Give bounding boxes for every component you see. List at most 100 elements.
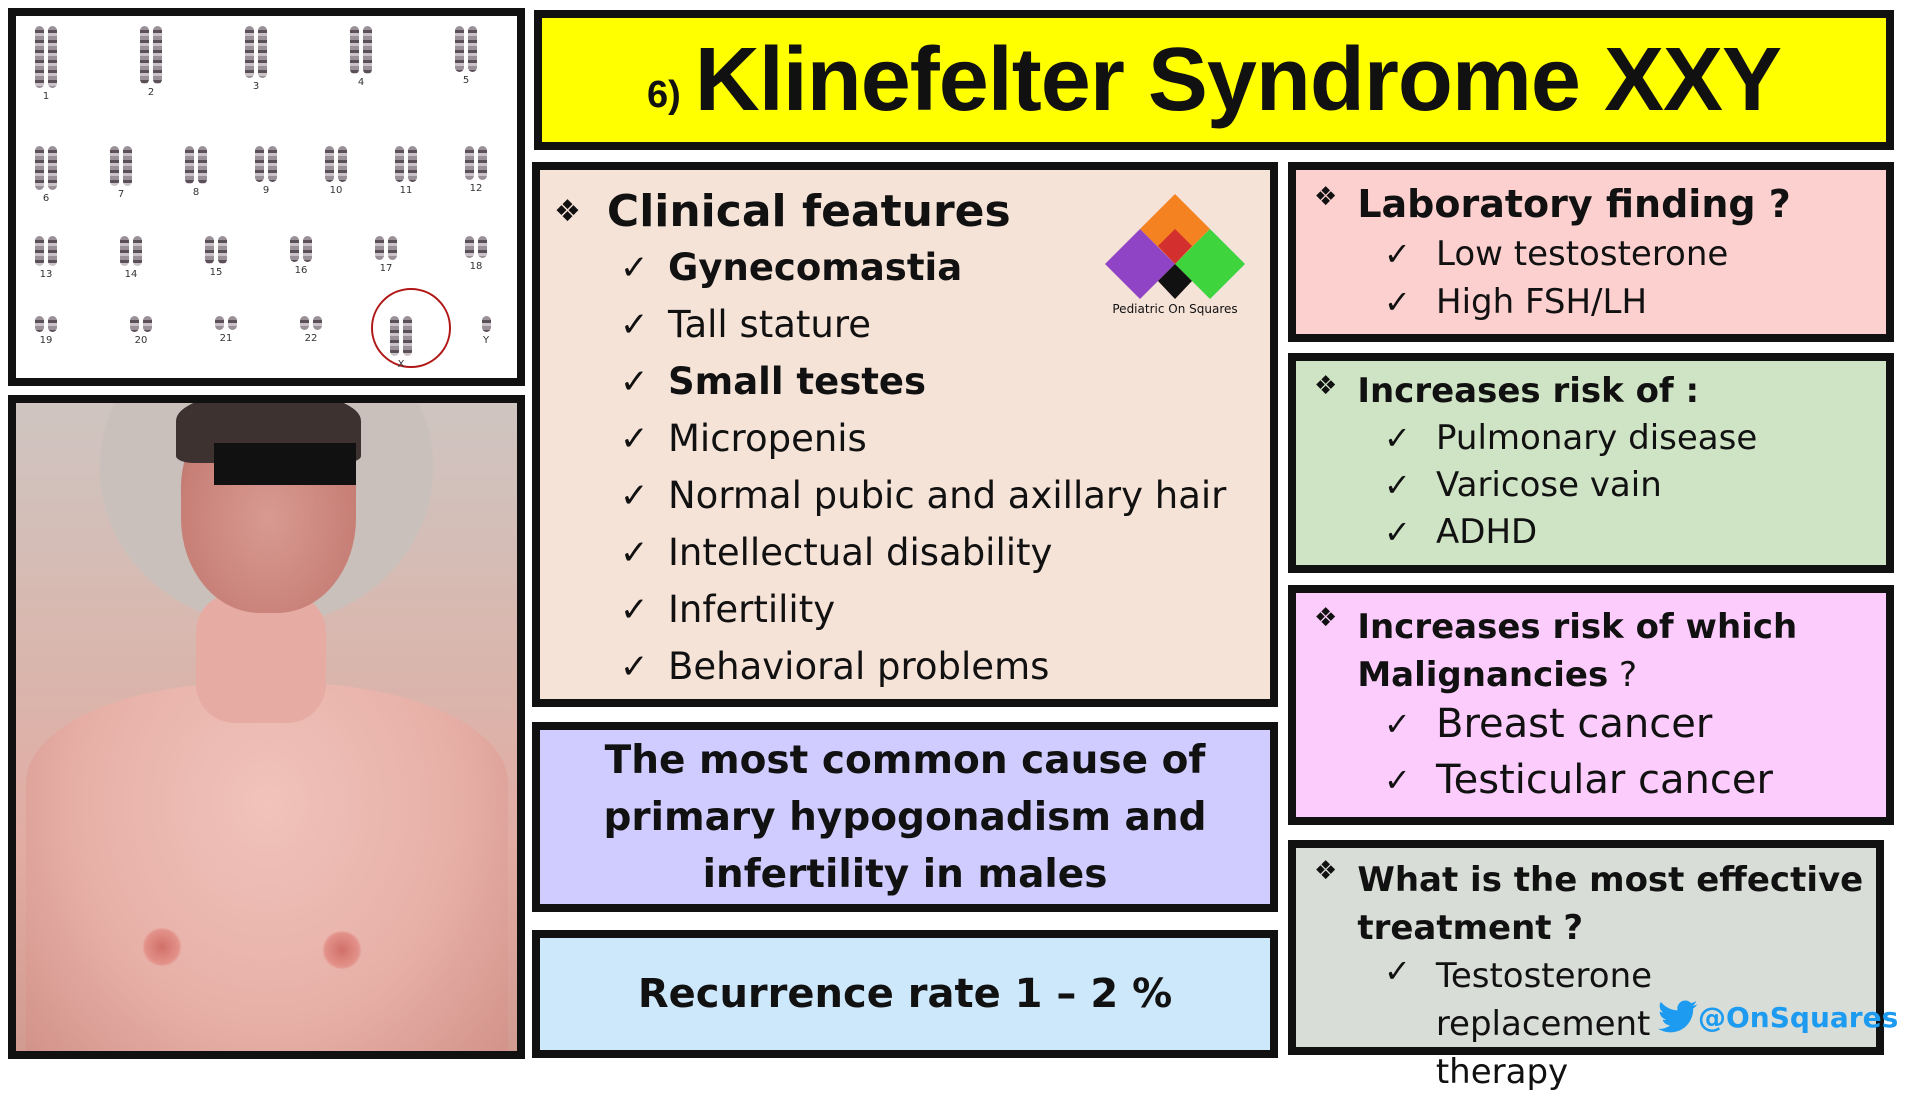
logo-squares-icon — [1105, 194, 1245, 299]
chromosome-label: 9 — [262, 185, 270, 196]
chromosome-11: 11 — [386, 146, 426, 196]
checkmark-icon: ✓ — [620, 589, 649, 630]
chromosome-label: 11 — [399, 185, 413, 196]
chromosome-1: 1 — [26, 26, 66, 102]
karyotype-image: 1 2 3 4 5 6 7 8 9 10 11 12 13 14 15 16 17 18 19 20 21 22 X Y — [8, 8, 525, 386]
chromosome-9: 9 — [246, 146, 286, 196]
list-item: ✓ High FSH/LH — [1384, 282, 1648, 322]
chromosome-label: 10 — [329, 185, 343, 196]
chromosome-label: 22 — [304, 333, 318, 344]
list-item: ✓ Testicular cancer — [1384, 757, 1773, 803]
chromosome-label: 7 — [117, 189, 125, 200]
chromosome-x: X — [381, 316, 421, 370]
malignancy-heading: ❖ Increases risk of which Malignancies ? — [1314, 603, 1798, 695]
chromosome-label: 18 — [469, 261, 483, 272]
diamond-bullet-icon: ❖ — [1314, 371, 1338, 401]
patient-photo — [8, 395, 525, 1059]
chromosome-21: 21 — [206, 316, 246, 344]
increased-risk-box: ❖ Increases risk of : ✓ Pulmonary disease… — [1288, 353, 1894, 573]
chromosome-label: 21 — [219, 333, 233, 344]
checkmark-icon: ✓ — [620, 247, 649, 288]
chromosome-14: 14 — [111, 236, 151, 280]
diamond-bullet-icon: ❖ — [1314, 182, 1338, 212]
checkmark-icon: ✓ — [1384, 952, 1411, 990]
x-chromosome-circle — [371, 288, 451, 368]
checkmark-icon: ✓ — [620, 646, 649, 687]
laboratory-box: ❖ Laboratory finding ? ✓ Low testosterone… — [1288, 162, 1894, 342]
chromosome-8: 8 — [176, 146, 216, 198]
chromosome-label: 19 — [39, 335, 53, 346]
checkmark-icon: ✓ — [1384, 705, 1411, 743]
list-item: ✓ Normal pubic and axillary hair — [620, 474, 1227, 517]
chromosome-5: 5 — [446, 26, 486, 86]
chromosome-17: 17 — [366, 236, 406, 274]
list-item: ✓ Small testes — [620, 360, 927, 403]
cause-text: The most common cause of primary hypogon… — [603, 737, 1207, 897]
chromosome-label: 20 — [134, 335, 148, 346]
logo-text: Pediatric On Squares — [1112, 302, 1238, 316]
chromosome-18: 18 — [456, 236, 496, 272]
slide-title: 6) Klinefelter Syndrome XXY — [534, 10, 1894, 150]
diamond-bullet-icon: ❖ — [1314, 603, 1338, 633]
chromosome-2: 2 — [131, 26, 171, 98]
chromosome-label: 8 — [192, 187, 200, 198]
diamond-bullet-icon: ❖ — [1314, 856, 1338, 886]
twitter-handle[interactable]: @OnSquares — [1658, 1000, 1898, 1034]
chromosome-label: 2 — [147, 87, 155, 98]
list-item: ✓ ADHD — [1384, 512, 1538, 552]
clinical-features-box: ❖ Clinical features ✓ Gynecomastia ✓ Tall … — [532, 162, 1278, 707]
list-item: ✓ Intellectual disability — [620, 531, 1053, 574]
risk-heading: ❖ Increases risk of : — [1314, 371, 1700, 411]
twitter-bird-icon — [1658, 1000, 1698, 1033]
lab-heading: ❖ Laboratory finding ? — [1314, 182, 1791, 226]
chromosome-label: 6 — [42, 193, 50, 204]
checkmark-icon: ✓ — [1384, 761, 1411, 799]
list-item: ✓ Infertility — [620, 588, 836, 631]
chromosome-7: 7 — [101, 146, 141, 200]
chromosome-13: 13 — [26, 236, 66, 280]
chromosome-label: 13 — [39, 269, 53, 280]
chromosome-3: 3 — [236, 26, 276, 92]
chromosome-22: 22 — [291, 316, 331, 344]
chromosome-label: 14 — [124, 269, 138, 280]
chromosome-label: 16 — [294, 265, 308, 276]
list-item: ✓ Behavioral problems — [620, 645, 1050, 688]
chromosome-20: 20 — [121, 316, 161, 346]
eye-censor-bar — [214, 443, 356, 485]
checkmark-icon: ✓ — [1384, 419, 1411, 457]
most-common-cause-box: The most common cause of primary hypogon… — [532, 722, 1278, 912]
list-item: ✓ Gynecomastia — [620, 246, 963, 289]
malignancy-box: ❖ Increases risk of which Malignancies ?… — [1288, 585, 1894, 825]
list-item: ✓ Pulmonary disease — [1384, 418, 1758, 458]
recurrence-box: Recurrence rate 1 – 2 % — [532, 930, 1278, 1058]
list-item: ✓ Varicose vain — [1384, 465, 1662, 505]
list-item: ✓ Low testosterone — [1384, 234, 1729, 274]
chromosome-10: 10 — [316, 146, 356, 196]
treatment-heading: ❖ What is the most effective treatment ? — [1314, 856, 1864, 948]
checkmark-icon: ✓ — [1384, 283, 1411, 321]
checkmark-icon: ✓ — [620, 361, 649, 402]
chromosome-label: 5 — [462, 75, 470, 86]
clinical-heading: ❖ Clinical features — [554, 186, 1011, 237]
checkmark-icon: ✓ — [620, 304, 649, 345]
pediatric-on-squares-logo: Pediatric On Squares — [1095, 192, 1255, 332]
chromosome-label: Y — [482, 335, 490, 346]
chromosome-19: 19 — [26, 316, 66, 346]
chromosome-6: 6 — [26, 146, 66, 204]
chromosome-y: Y — [466, 316, 506, 346]
checkmark-icon: ✓ — [620, 418, 649, 459]
chromosome-label: 12 — [469, 183, 483, 194]
chromosome-label: X — [397, 359, 405, 370]
title-text: Klinefelter Syndrome XXY — [694, 29, 1782, 130]
chromosome-label: 15 — [209, 267, 223, 278]
checkmark-icon: ✓ — [1384, 235, 1411, 273]
chromosome-label: 3 — [252, 81, 260, 92]
chromosome-label: 17 — [379, 263, 393, 274]
title-number: 6) — [646, 73, 681, 116]
chromosome-label: 1 — [42, 91, 50, 102]
diamond-bullet-icon: ❖ — [554, 194, 581, 229]
list-item: ✓ Tall stature — [620, 303, 872, 346]
list-item: ✓ Micropenis — [620, 417, 867, 460]
chromosome-16: 16 — [281, 236, 321, 276]
checkmark-icon: ✓ — [620, 532, 649, 573]
